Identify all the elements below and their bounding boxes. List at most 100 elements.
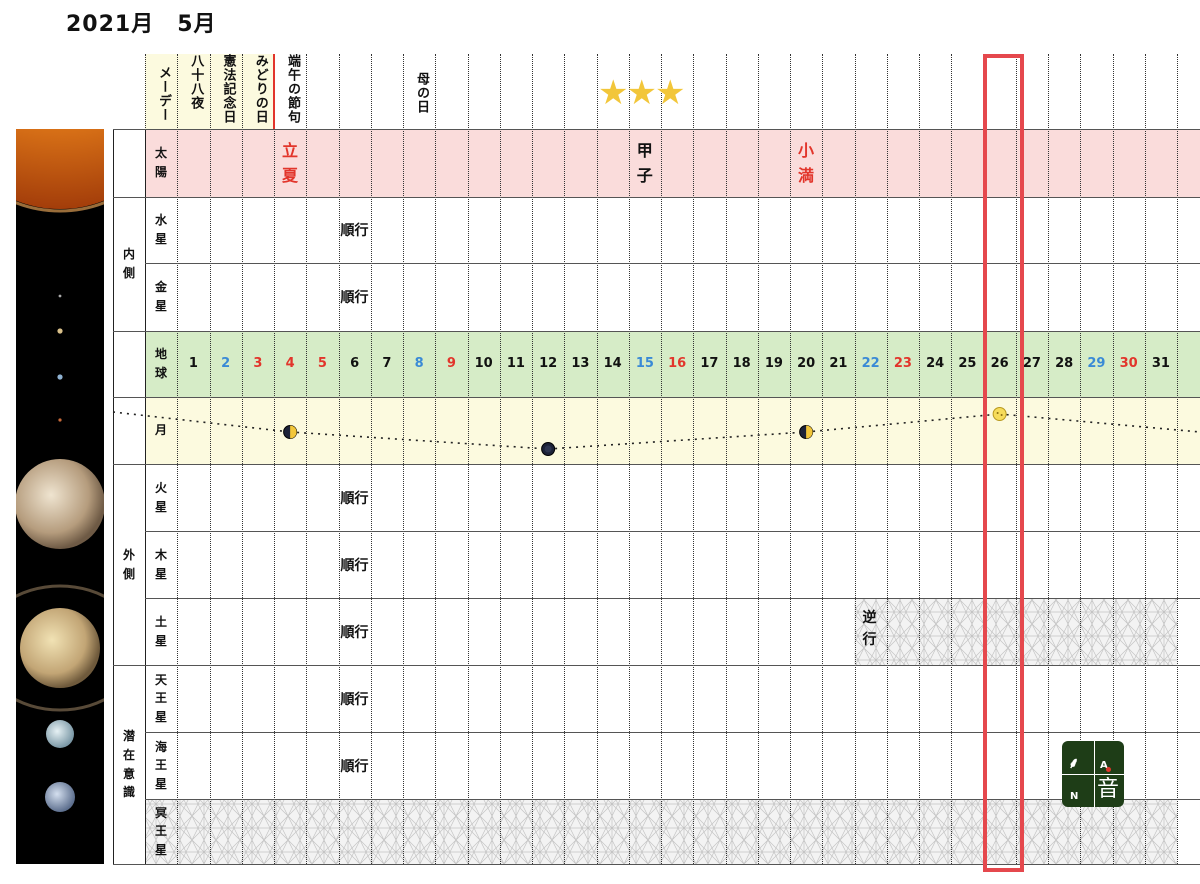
sun-image xyxy=(16,129,104,213)
day-number: 3 xyxy=(253,356,263,371)
group-label: 外側 xyxy=(122,547,135,581)
neptune-image xyxy=(45,782,75,812)
frame-line xyxy=(113,129,114,864)
moon-track-segment xyxy=(290,431,549,450)
holiday-label: みどりの日 xyxy=(252,54,268,124)
day-number: 30 xyxy=(1119,356,1138,371)
row-label-neptune: 海王星 xyxy=(154,739,167,791)
day-number: 14 xyxy=(603,356,622,371)
day-number: 16 xyxy=(668,356,687,371)
column-divider xyxy=(1015,54,1017,864)
status-label: 順行 xyxy=(340,691,369,708)
row-label-saturn: 土星 xyxy=(154,614,167,648)
column-divider xyxy=(209,54,211,864)
column-divider xyxy=(177,54,179,864)
column-divider xyxy=(435,54,437,864)
column-divider xyxy=(1177,54,1178,864)
day-number: 28 xyxy=(1055,356,1074,371)
column-divider xyxy=(1112,54,1114,864)
day-number: 13 xyxy=(571,356,590,371)
column-divider xyxy=(951,54,953,864)
day-number: 19 xyxy=(764,356,783,371)
planet-image-strip xyxy=(16,129,104,864)
moon-track-segment xyxy=(999,413,1200,433)
row-label-sun: 太陽 xyxy=(154,146,167,179)
row-label-venus: 金星 xyxy=(154,280,167,313)
sprout-icon: ⸙ xyxy=(1068,754,1080,772)
column-divider xyxy=(596,54,598,864)
logo-divider-h xyxy=(1062,774,1124,775)
day-number: 27 xyxy=(1022,356,1041,371)
row-divider xyxy=(145,531,1200,532)
highlight-today-frame xyxy=(983,54,1024,872)
solar-term: 甲子 xyxy=(636,141,653,185)
row-label-earth: 地球 xyxy=(154,347,167,380)
day-number: 11 xyxy=(506,356,525,371)
day-number: 1 xyxy=(188,356,198,371)
status-label: 順行 xyxy=(340,758,369,775)
column-divider xyxy=(822,54,824,864)
column-divider xyxy=(661,54,662,864)
status-label: 順行 xyxy=(340,290,369,306)
holiday-cell-bg xyxy=(145,54,178,129)
group-label: 内側 xyxy=(122,247,135,280)
mercury-image xyxy=(58,294,62,298)
full-moon-icon xyxy=(992,407,1007,421)
status-label: 順行 xyxy=(340,557,369,574)
status-label: 順行 xyxy=(340,490,369,507)
stars-icon: ★★★ xyxy=(598,73,685,113)
holiday-cell-bg xyxy=(209,54,242,129)
row-divider xyxy=(113,197,1200,198)
new-moon-icon xyxy=(541,442,556,456)
day-number: 6 xyxy=(350,356,360,371)
day-number: 2 xyxy=(221,356,231,371)
day-number: 26 xyxy=(990,356,1009,371)
holiday-label: 端午の節句 xyxy=(285,54,300,124)
day-number: 15 xyxy=(635,356,654,371)
saturn-image xyxy=(16,584,104,712)
holiday-label: 憲法記念日 xyxy=(220,54,236,124)
group-label: 潜在意識 xyxy=(122,729,135,800)
holiday-cell-bg xyxy=(177,54,210,129)
day-number: 10 xyxy=(474,356,493,371)
uranus-image xyxy=(46,720,74,748)
day-number: 21 xyxy=(829,356,848,371)
row-label-pluto: 冥王星 xyxy=(154,805,167,857)
row-label-uranus: 天王星 xyxy=(154,672,167,724)
moon-track-segment xyxy=(806,413,1000,433)
column-divider xyxy=(1080,54,1082,864)
logo-letter-a: A xyxy=(1100,760,1108,771)
logo-letter-n: N xyxy=(1070,791,1079,802)
column-divider xyxy=(241,54,243,864)
day-number: 31 xyxy=(1151,356,1170,371)
holiday-label: 母の日 xyxy=(414,72,429,114)
column-divider xyxy=(274,54,275,864)
status-label: 順行 xyxy=(340,624,369,641)
column-divider xyxy=(370,54,372,864)
moon-track-segment xyxy=(112,411,291,433)
holiday-cell-bg xyxy=(241,54,274,129)
page-title: 2021月 5月 xyxy=(66,12,217,37)
row-divider xyxy=(145,732,1200,733)
column-divider xyxy=(467,54,469,864)
day-number: 5 xyxy=(317,356,327,371)
day-number: 22 xyxy=(861,356,880,371)
row-band-moon xyxy=(145,397,1200,464)
row-label-mars: 火星 xyxy=(154,480,167,514)
column-divider xyxy=(693,54,695,864)
earth-image xyxy=(57,374,63,380)
day-number: 20 xyxy=(797,356,816,371)
row-divider xyxy=(113,331,1200,332)
column-divider xyxy=(499,54,501,864)
status-label: 順行 xyxy=(340,223,369,239)
column-divider xyxy=(725,54,727,864)
row-label-mercury: 水星 xyxy=(154,213,167,246)
column-divider xyxy=(306,54,308,864)
column-divider xyxy=(1144,54,1146,864)
row-divider xyxy=(113,397,1200,398)
day-number: 24 xyxy=(926,356,945,371)
brand-logo: ⸙ A N 音 xyxy=(1062,741,1124,807)
first-quarter-icon xyxy=(799,425,814,439)
holiday-label: メーデー xyxy=(156,66,171,122)
